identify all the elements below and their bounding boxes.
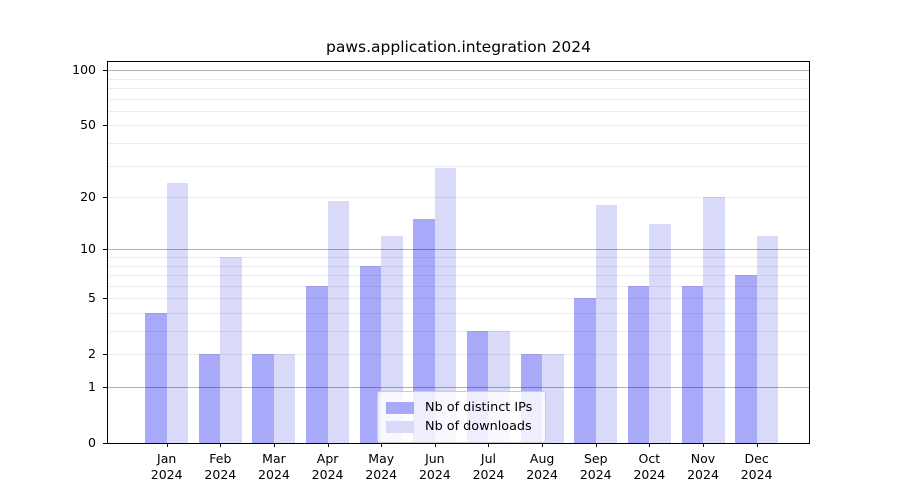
x-tick-label-line: 2024 (579, 467, 612, 482)
x-tick-label-line: Feb (209, 451, 232, 466)
y-tick-mark (103, 443, 107, 444)
x-tick-label-line: Aug (529, 451, 555, 466)
x-tick-label-aug: Aug 2024 (507, 451, 577, 483)
legend-item-downloads: Nb of downloads (386, 417, 536, 436)
bar-downloads-jun (434, 168, 457, 443)
y-tick-mark (103, 387, 107, 388)
legend: Nb of distinct IPs Nb of downloads (377, 391, 546, 443)
x-tick-mark (220, 443, 222, 447)
y-tick-label: 0 (88, 435, 96, 450)
x-tick-mark (434, 443, 436, 447)
y-tick-mark (103, 249, 107, 251)
y-tick-label: 10 (80, 241, 96, 257)
x-tick-label-jan: Jan 2024 (132, 451, 202, 483)
x-tick-label-line: 2024 (204, 467, 237, 482)
legend-swatch-distinct-ips (386, 401, 414, 414)
x-tick-label-dec: Dec 2024 (722, 451, 792, 483)
y-tick-label: 1 (88, 379, 96, 394)
x-tick-label-line: Jul (480, 451, 497, 466)
x-tick-label-feb: Feb 2024 (185, 451, 255, 483)
x-tick-label-line: Apr (316, 451, 339, 466)
bar-downloads-sep (595, 205, 618, 443)
x-tick-label-mar: Mar 2024 (239, 451, 309, 483)
bar-distinct-ips-jun (413, 219, 435, 443)
x-tick-label-line: Mar (262, 451, 286, 466)
x-tick-label-line: 2024 (740, 467, 773, 482)
x-tick-mark (542, 443, 544, 447)
x-tick-mark (703, 443, 704, 447)
bar-distinct-ips-feb (198, 354, 221, 443)
bar-downloads-apr (327, 201, 350, 443)
x-tick-mark (756, 443, 758, 447)
x-tick-label-line: Dec (744, 451, 769, 466)
x-tick-label-sep: Sep 2024 (561, 451, 631, 483)
legend-item-distinct-ips: Nb of distinct IPs (386, 398, 536, 417)
bar-distinct-ips-oct (627, 285, 650, 443)
x-tick-label-line: Nov (690, 451, 716, 466)
bars-layer (108, 62, 809, 443)
bar-downloads-jan (166, 182, 189, 443)
y-tick-label: 2 (88, 346, 96, 362)
legend-swatch-downloads (386, 420, 414, 433)
x-tick-label-line: 2024 (526, 467, 559, 482)
bar-distinct-ips-apr (306, 285, 328, 443)
bar-downloads-oct (649, 224, 671, 443)
x-tick-label-line: Sep (583, 451, 608, 466)
x-tick-label-line: Jan (157, 451, 177, 466)
x-tick-label-line: 2024 (418, 467, 451, 482)
chart-title: paws.application.integration 2024 (326, 38, 591, 56)
bar-distinct-ips-sep (574, 298, 596, 443)
y-tick-mark (103, 197, 107, 199)
x-tick-mark (381, 443, 383, 447)
x-tick-label-jun: Jun 2024 (400, 451, 470, 483)
x-tick-label-line: 2024 (311, 467, 344, 482)
x-tick-label-line: Jun (425, 451, 445, 466)
x-tick-mark (488, 443, 490, 447)
x-tick-label-line: 2024 (258, 467, 290, 482)
x-tick-mark (595, 443, 597, 447)
bar-downloads-feb (220, 257, 242, 443)
x-tick-label-oct: Oct 2024 (614, 451, 684, 483)
x-tick-label-line: 2024 (687, 467, 719, 482)
plot-area: Nb of distinct IPs Nb of downloads (107, 61, 810, 444)
x-tick-label-line: 2024 (150, 467, 183, 482)
x-tick-label-apr: Apr 2024 (293, 451, 363, 483)
bar-distinct-ips-nov (681, 285, 703, 443)
bar-downloads-dec (756, 235, 779, 443)
y-tick-label: 20 (80, 189, 96, 205)
x-tick-label-may: May 2024 (346, 451, 416, 483)
x-tick-mark (273, 443, 275, 447)
x-tick-mark (166, 443, 168, 447)
y-tick-mark (103, 298, 107, 300)
y-tick-label: 100 (72, 62, 96, 78)
y-tick-mark (103, 354, 107, 356)
x-tick-label-nov: Nov 2024 (668, 451, 738, 483)
x-tick-mark (649, 443, 651, 447)
bar-distinct-ips-dec (735, 275, 757, 443)
y-tick-mark (103, 70, 107, 72)
bar-downloads-aug (542, 354, 564, 443)
x-tick-mark (327, 443, 329, 447)
x-tick-label-line: 2024 (633, 467, 666, 482)
x-tick-label-line: 2024 (472, 467, 505, 482)
bar-distinct-ips-may (359, 265, 382, 443)
bar-distinct-ips-jan (145, 312, 167, 443)
y-tick-label: 5 (88, 290, 96, 306)
y-tick-label: 50 (80, 117, 96, 133)
x-tick-label-line: May (368, 451, 395, 466)
x-tick-label-line: Oct (638, 451, 661, 466)
y-tick-mark (103, 125, 107, 127)
bar-distinct-ips-mar (252, 354, 274, 443)
x-tick-label-line: 2024 (365, 467, 398, 482)
x-tick-label-jul: Jul 2024 (453, 451, 523, 483)
legend-label-downloads: Nb of downloads (425, 419, 532, 434)
bar-downloads-mar (273, 354, 296, 443)
bar-downloads-nov (703, 197, 725, 443)
legend-label-distinct-ips: Nb of distinct IPs (425, 400, 533, 415)
